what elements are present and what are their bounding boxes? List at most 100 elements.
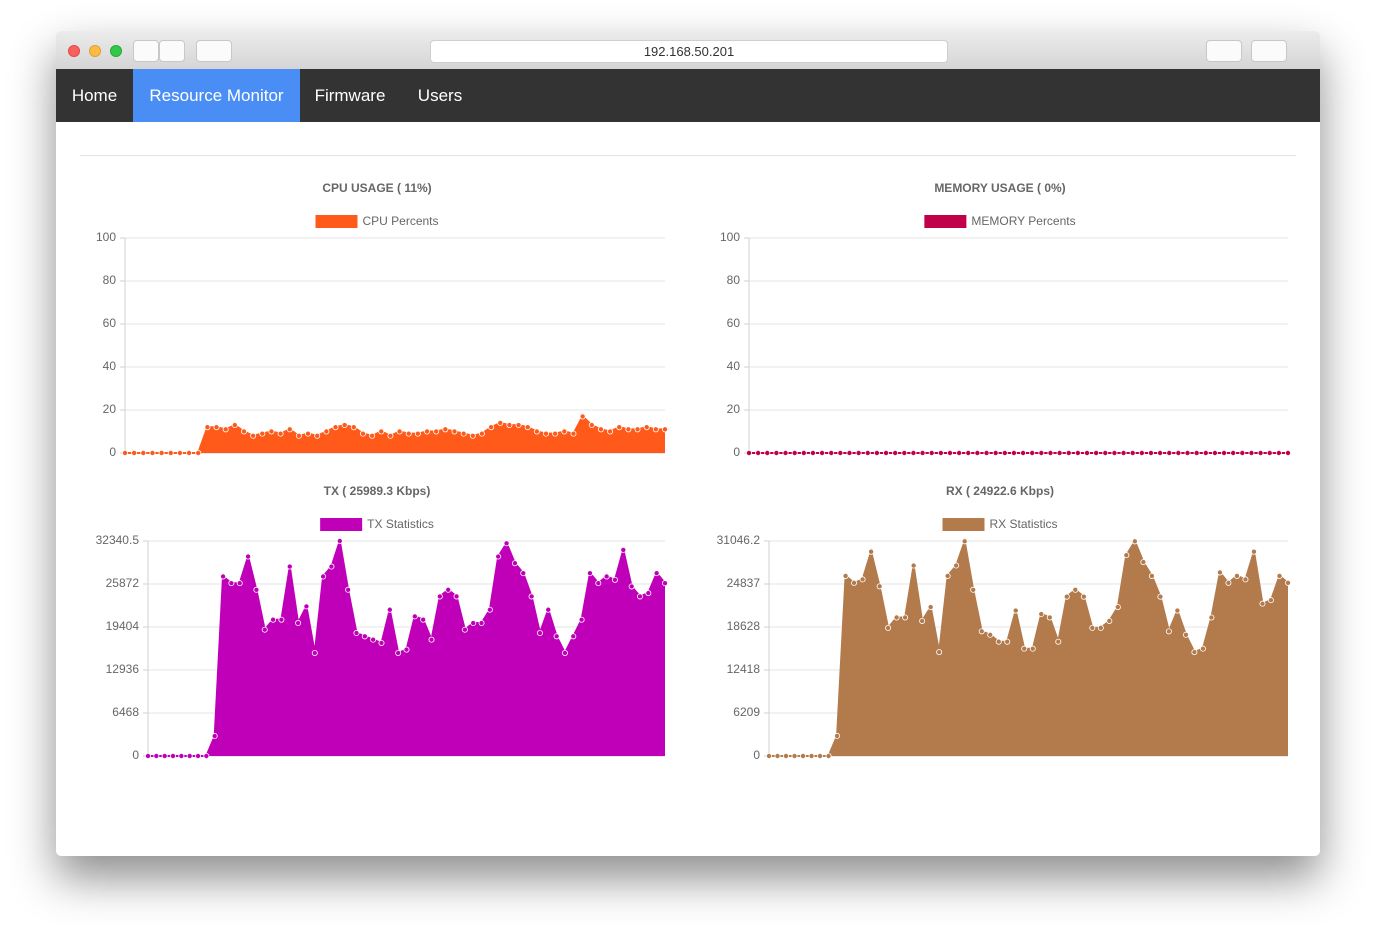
point xyxy=(965,449,972,456)
minimize-button[interactable] xyxy=(89,45,101,57)
point xyxy=(1147,449,1154,456)
point xyxy=(314,432,321,439)
point xyxy=(1097,624,1104,631)
point xyxy=(1148,572,1155,579)
point xyxy=(859,576,866,583)
point xyxy=(561,649,568,656)
title-bar: 192.168.50.201 xyxy=(56,31,1320,70)
point xyxy=(978,628,985,635)
sidebar-button[interactable] xyxy=(196,40,232,62)
point xyxy=(595,580,602,587)
y-tick-label: 31046.2 xyxy=(717,533,761,547)
point xyxy=(345,586,352,593)
legend-swatch xyxy=(924,215,967,228)
point xyxy=(245,553,252,560)
point xyxy=(411,613,418,620)
address-bar[interactable]: 192.168.50.201 xyxy=(430,40,948,63)
point xyxy=(220,573,227,580)
y-tick-label: 100 xyxy=(96,230,116,244)
point xyxy=(910,449,917,456)
point xyxy=(928,449,935,456)
point xyxy=(332,424,339,431)
point xyxy=(868,548,875,555)
point xyxy=(1166,449,1173,456)
point xyxy=(424,428,431,435)
point xyxy=(1175,449,1182,456)
point xyxy=(1138,449,1145,456)
point xyxy=(634,426,641,433)
point xyxy=(603,573,610,580)
point xyxy=(261,626,268,633)
forward-button[interactable] xyxy=(159,40,185,62)
y-tick-label: 80 xyxy=(727,273,741,287)
nav-link[interactable]: Firmware xyxy=(314,86,386,105)
point xyxy=(946,449,953,456)
point xyxy=(176,449,183,456)
point xyxy=(553,633,560,640)
point xyxy=(1276,572,1283,579)
nav-link[interactable]: Home xyxy=(71,86,118,105)
point xyxy=(320,573,327,580)
nav-link-active[interactable]: Resource Monitor xyxy=(133,69,300,122)
point xyxy=(1208,614,1215,621)
point xyxy=(846,449,853,456)
point xyxy=(1285,449,1292,456)
tabs-button[interactable] xyxy=(1251,40,1287,62)
point xyxy=(953,562,960,569)
point xyxy=(240,428,247,435)
point xyxy=(396,428,403,435)
point xyxy=(1225,579,1232,586)
point xyxy=(259,430,266,437)
point xyxy=(236,580,243,587)
point xyxy=(653,570,660,577)
legend-label: RX Statistics xyxy=(989,517,1057,531)
point xyxy=(1056,449,1063,456)
point xyxy=(883,449,890,456)
point xyxy=(876,583,883,590)
point xyxy=(1065,449,1072,456)
point xyxy=(1004,638,1011,645)
point xyxy=(1038,449,1045,456)
point xyxy=(1202,449,1209,456)
navbar: Home Resource Monitor Firmware Users xyxy=(56,69,1320,122)
y-tick-label: 12936 xyxy=(106,662,140,676)
point xyxy=(1089,624,1096,631)
point xyxy=(1029,645,1036,652)
point xyxy=(1012,607,1019,614)
close-button[interactable] xyxy=(68,45,80,57)
point xyxy=(295,620,302,627)
point xyxy=(161,753,168,760)
point xyxy=(328,563,335,570)
legend-swatch xyxy=(320,518,363,531)
point xyxy=(1047,449,1054,456)
point xyxy=(893,614,900,621)
back-button[interactable] xyxy=(133,40,159,62)
point xyxy=(791,753,798,760)
point xyxy=(545,606,552,613)
point xyxy=(588,422,595,429)
point xyxy=(1038,611,1045,618)
point xyxy=(1257,449,1264,456)
point xyxy=(937,449,944,456)
point xyxy=(445,586,452,593)
point xyxy=(910,562,917,569)
point xyxy=(359,430,366,437)
point xyxy=(597,426,604,433)
point xyxy=(1199,645,1206,652)
point xyxy=(919,449,926,456)
point xyxy=(469,432,476,439)
legend-label: TX Statistics xyxy=(367,517,434,531)
nav-link[interactable]: Users xyxy=(417,86,463,105)
point xyxy=(387,432,394,439)
point xyxy=(1129,449,1136,456)
share-button[interactable] xyxy=(1206,40,1242,62)
point xyxy=(1021,645,1028,652)
point xyxy=(746,449,753,456)
point xyxy=(1001,449,1008,456)
point xyxy=(970,586,977,593)
point xyxy=(395,649,402,656)
point xyxy=(543,430,550,437)
point xyxy=(213,424,220,431)
zoom-button[interactable] xyxy=(110,45,122,57)
point xyxy=(855,449,862,456)
